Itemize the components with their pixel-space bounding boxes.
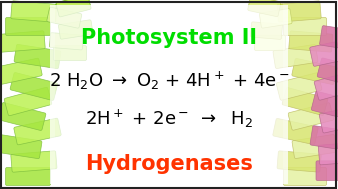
FancyBboxPatch shape	[310, 42, 338, 66]
FancyBboxPatch shape	[5, 18, 50, 36]
FancyBboxPatch shape	[14, 118, 61, 145]
FancyBboxPatch shape	[5, 167, 50, 185]
FancyBboxPatch shape	[314, 74, 338, 100]
FancyBboxPatch shape	[310, 126, 338, 149]
FancyBboxPatch shape	[276, 73, 322, 100]
FancyBboxPatch shape	[250, 22, 283, 39]
FancyBboxPatch shape	[273, 45, 318, 68]
Text: 2 H$_2$O $\rightarrow$ O$_2$ + 4H$^+$ + 4e$^-$: 2 H$_2$O $\rightarrow$ O$_2$ + 4H$^+$ + …	[49, 70, 289, 92]
FancyBboxPatch shape	[0, 134, 42, 159]
FancyBboxPatch shape	[58, 20, 93, 39]
FancyBboxPatch shape	[10, 73, 57, 101]
FancyBboxPatch shape	[284, 18, 327, 36]
FancyBboxPatch shape	[47, 7, 82, 28]
FancyBboxPatch shape	[282, 88, 328, 115]
Text: Hydrogenases: Hydrogenases	[85, 154, 253, 174]
FancyBboxPatch shape	[260, 9, 292, 28]
FancyBboxPatch shape	[53, 46, 87, 60]
FancyBboxPatch shape	[316, 161, 338, 180]
FancyBboxPatch shape	[50, 5, 288, 184]
FancyBboxPatch shape	[11, 151, 57, 172]
FancyBboxPatch shape	[50, 33, 83, 50]
FancyBboxPatch shape	[320, 26, 338, 49]
FancyBboxPatch shape	[311, 91, 338, 117]
FancyBboxPatch shape	[289, 31, 333, 52]
FancyBboxPatch shape	[0, 31, 45, 52]
FancyBboxPatch shape	[317, 58, 338, 83]
FancyBboxPatch shape	[0, 102, 46, 130]
FancyBboxPatch shape	[0, 58, 42, 85]
FancyBboxPatch shape	[11, 1, 57, 22]
Text: 2H$^+$ + 2e$^-$ $\rightarrow$  H$_2$: 2H$^+$ + 2e$^-$ $\rightarrow$ H$_2$	[85, 108, 253, 130]
Text: Photosystem II: Photosystem II	[81, 28, 257, 48]
FancyBboxPatch shape	[292, 58, 337, 84]
FancyBboxPatch shape	[284, 167, 327, 185]
FancyBboxPatch shape	[56, 0, 91, 17]
FancyBboxPatch shape	[319, 108, 338, 133]
FancyBboxPatch shape	[277, 151, 321, 172]
Bar	[283, 0, 338, 189]
FancyBboxPatch shape	[288, 103, 334, 130]
FancyBboxPatch shape	[292, 135, 337, 159]
FancyBboxPatch shape	[255, 35, 286, 50]
FancyBboxPatch shape	[4, 87, 52, 116]
FancyBboxPatch shape	[277, 1, 321, 22]
Bar	[0, 0, 55, 189]
FancyBboxPatch shape	[248, 0, 281, 17]
FancyBboxPatch shape	[318, 143, 338, 165]
FancyBboxPatch shape	[14, 44, 61, 69]
FancyBboxPatch shape	[273, 119, 318, 145]
